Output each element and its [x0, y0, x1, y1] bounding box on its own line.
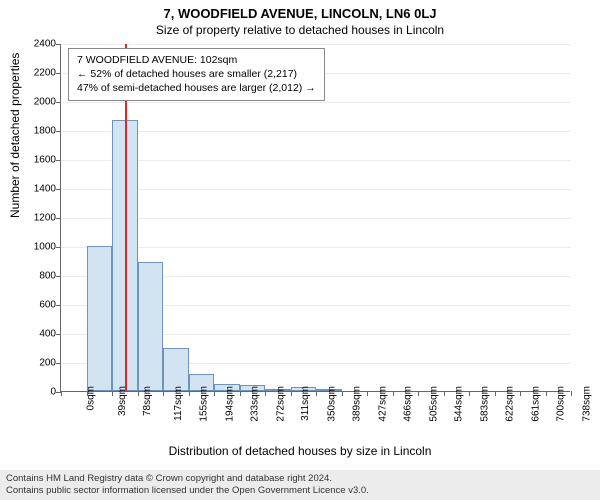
legend-line-3: 47% of semi-detached houses are larger (… [77, 81, 316, 95]
y-tick-label: 800 [16, 271, 56, 282]
footer-line-1: Contains HM Land Registry data © Crown c… [6, 473, 594, 485]
footer-line-2: Contains public sector information licen… [6, 485, 594, 497]
y-tick-label: 1800 [16, 126, 56, 137]
x-tick-label: 700sqm [556, 386, 567, 422]
histogram-bar [163, 348, 189, 392]
x-tick-label: 78sqm [142, 386, 153, 416]
x-tick-label: 427sqm [377, 386, 388, 422]
x-tick-label: 117sqm [172, 386, 183, 421]
x-tick-label: 272sqm [275, 386, 286, 422]
histogram-bar [87, 246, 113, 391]
legend-line-2: ← 52% of detached houses are smaller (2,… [77, 67, 316, 81]
chart-area: 0200400600800100012001400160018002000220… [60, 44, 570, 392]
chart-title-sub: Size of property relative to detached ho… [0, 21, 600, 39]
x-tick-label: 233sqm [250, 386, 261, 422]
y-tick-label: 600 [16, 300, 56, 311]
x-tick-label: 389sqm [352, 386, 363, 422]
x-tick-label: 661sqm [530, 386, 541, 422]
legend-line-1: 7 WOODFIELD AVENUE: 102sqm [77, 53, 316, 67]
y-tick-label: 200 [16, 358, 56, 369]
histogram-bar [138, 262, 164, 391]
x-tick-label: 0sqm [85, 386, 96, 410]
y-tick-label: 2200 [16, 68, 56, 79]
y-tick-label: 1000 [16, 242, 56, 253]
legend-box: 7 WOODFIELD AVENUE: 102sqm ← 52% of deta… [68, 48, 325, 101]
x-tick-label: 155sqm [199, 386, 210, 422]
x-tick-label: 39sqm [117, 386, 128, 416]
y-tick-label: 0 [16, 387, 56, 398]
x-tick-label: 583sqm [479, 386, 490, 422]
y-tick-label: 1600 [16, 155, 56, 166]
x-tick-label: 466sqm [403, 386, 414, 422]
x-axis-label: Distribution of detached houses by size … [0, 444, 600, 458]
chart-title-main: 7, WOODFIELD AVENUE, LINCOLN, LN6 0LJ [0, 0, 600, 21]
y-tick-label: 400 [16, 329, 56, 340]
x-tick-label: 350sqm [326, 386, 337, 422]
y-tick-label: 1400 [16, 184, 56, 195]
x-tick-label: 622sqm [505, 386, 516, 422]
chart-container: { "title_main": "7, WOODFIELD AVENUE, LI… [0, 0, 600, 500]
x-tick-label: 738sqm [581, 386, 592, 422]
x-tick-label: 194sqm [224, 386, 235, 422]
x-tick-label: 544sqm [454, 386, 465, 422]
x-tick-label: 505sqm [428, 386, 439, 422]
footer-attribution: Contains HM Land Registry data © Crown c… [0, 470, 600, 500]
y-tick-label: 2400 [16, 39, 56, 50]
x-tick-label: 311sqm [300, 386, 311, 421]
y-tick-label: 2000 [16, 97, 56, 108]
y-tick-label: 1200 [16, 213, 56, 224]
